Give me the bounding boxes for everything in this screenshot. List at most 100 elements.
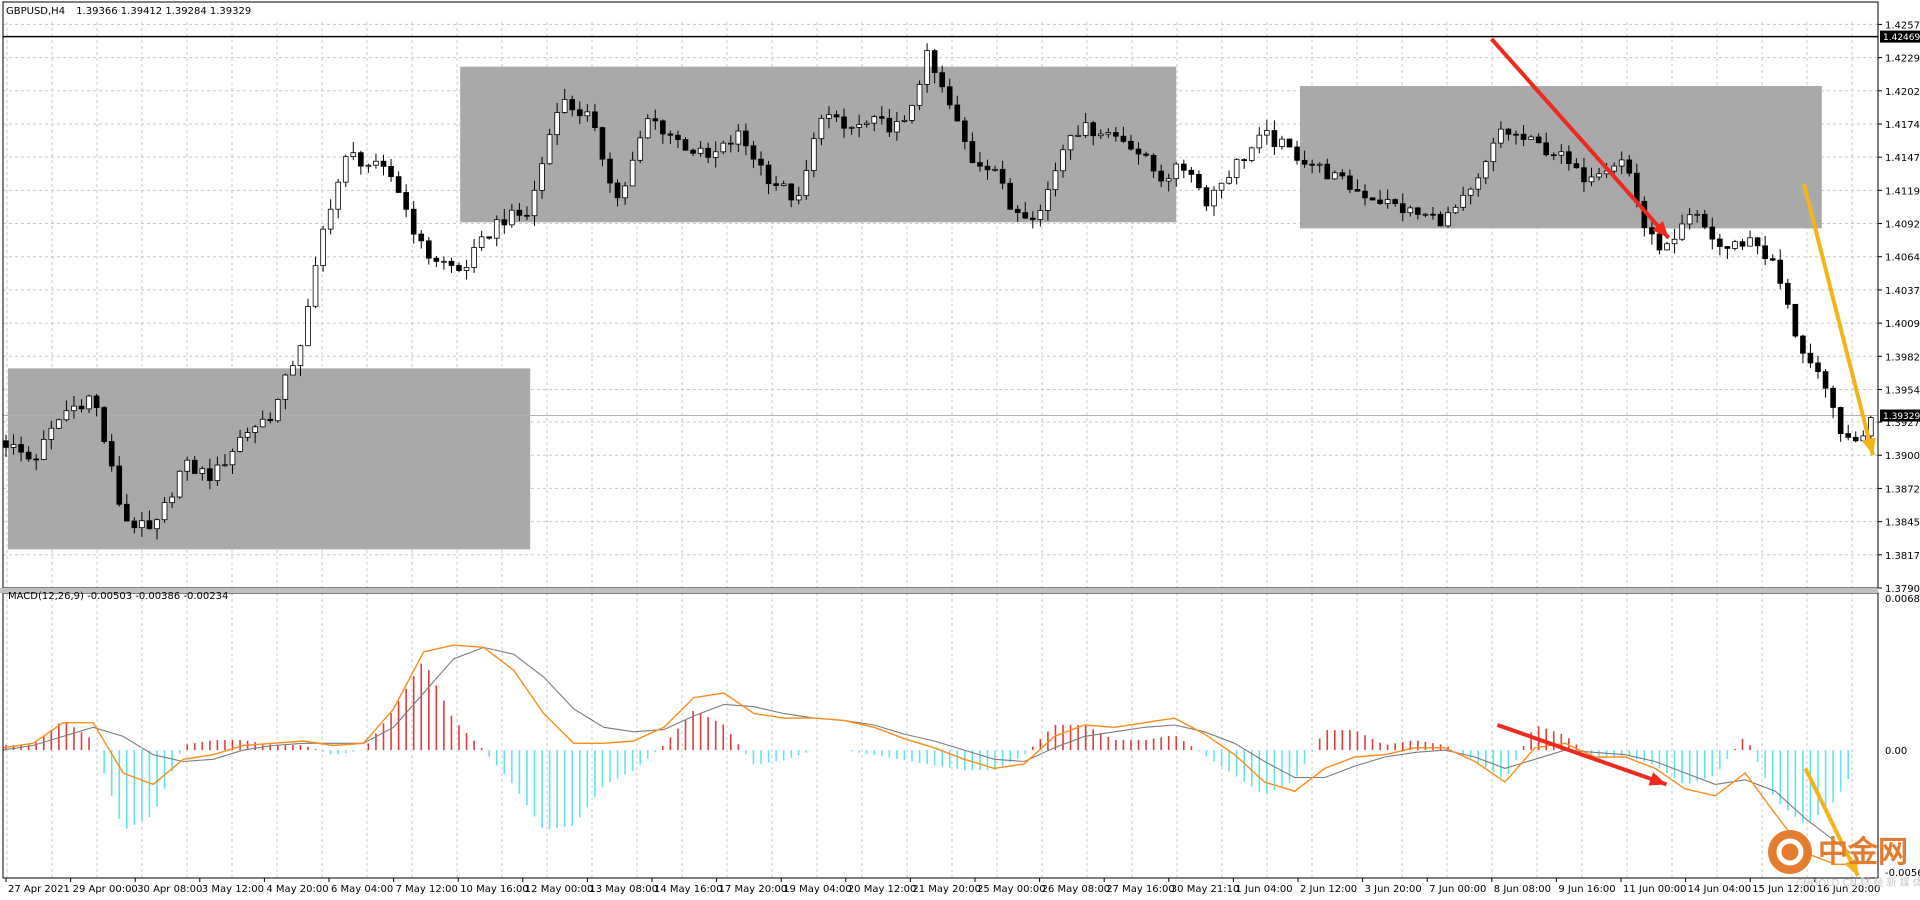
candle-body bbox=[1271, 130, 1278, 147]
candle-body bbox=[380, 160, 387, 167]
candle-body bbox=[1445, 212, 1451, 227]
candle-body bbox=[879, 116, 885, 119]
price-tick-label: 1.38725 bbox=[1885, 484, 1920, 495]
candle-body bbox=[1437, 213, 1444, 227]
price-tick-label: 1.39000 bbox=[1885, 451, 1920, 462]
candle-body bbox=[63, 410, 70, 421]
candle-body bbox=[441, 260, 447, 263]
candle-body bbox=[863, 122, 870, 125]
candle-body bbox=[894, 121, 900, 133]
time-tick-label: 17 May 20:00 bbox=[719, 884, 788, 895]
candle-body bbox=[637, 137, 643, 161]
candle-body bbox=[735, 130, 742, 145]
candle-body bbox=[267, 418, 274, 422]
candle-body bbox=[1837, 407, 1844, 435]
candle-body bbox=[1513, 133, 1519, 136]
time-tick-label: 25 May 00:00 bbox=[977, 884, 1046, 895]
time-tick-label: 14 Jun 04:00 bbox=[1688, 884, 1752, 895]
candle-body bbox=[237, 436, 243, 452]
macd-tick-label: 0.00 bbox=[1885, 746, 1907, 757]
time-tick-label: 27 Apr 2021 bbox=[8, 884, 70, 895]
consolidation-zone bbox=[460, 66, 1177, 223]
candle-body bbox=[1822, 371, 1829, 389]
candle-body bbox=[1860, 435, 1867, 442]
candle-body bbox=[1528, 136, 1534, 140]
candle-body bbox=[811, 138, 817, 171]
watermark-text: 中金网 bbox=[1818, 835, 1908, 870]
price-tick-label: 1.40920 bbox=[1885, 220, 1920, 231]
candle-body bbox=[788, 183, 794, 201]
candle-body bbox=[327, 208, 334, 230]
trend-arrows bbox=[1489, 37, 1876, 877]
candle-body bbox=[1467, 188, 1474, 196]
candle-body bbox=[720, 142, 727, 153]
candle-body bbox=[1014, 208, 1021, 214]
time-tick-label: 15 Jun 12:00 bbox=[1752, 884, 1816, 895]
price-tick-label: 1.42295 bbox=[1885, 54, 1920, 65]
candle-body bbox=[826, 114, 832, 119]
time-tick-label: 27 May 16:00 bbox=[1106, 884, 1175, 895]
candle-body bbox=[561, 99, 568, 113]
candle-body bbox=[1430, 213, 1436, 216]
candle-body bbox=[841, 116, 847, 129]
candle-body bbox=[433, 257, 440, 262]
candle-body bbox=[161, 502, 168, 521]
candle-body bbox=[1717, 238, 1723, 247]
candle-body bbox=[18, 444, 24, 453]
candle-body bbox=[1226, 177, 1232, 184]
price-arrow-head bbox=[1652, 220, 1669, 239]
candle-body bbox=[1362, 190, 1368, 199]
time-tick-label: 7 May 12:00 bbox=[396, 884, 458, 895]
candle-body bbox=[1097, 133, 1104, 137]
symbol-header: GBPUSD,H4 1.39366 1.39412 1.39284 1.3932… bbox=[6, 6, 251, 17]
candle-body bbox=[78, 405, 85, 410]
candle-body bbox=[1845, 433, 1852, 438]
candle-body bbox=[1377, 199, 1383, 204]
candle-body bbox=[803, 170, 810, 197]
candle-body bbox=[184, 459, 191, 472]
ohlc-label: 1.39366 1.39412 1.39284 1.39329 bbox=[76, 6, 251, 17]
candle-body bbox=[833, 114, 840, 118]
candle-body bbox=[1498, 128, 1504, 144]
candle-body bbox=[199, 468, 206, 474]
candle-body bbox=[1105, 132, 1112, 135]
candle-body bbox=[1460, 194, 1466, 208]
candle-body bbox=[697, 147, 704, 154]
candle-body bbox=[395, 176, 402, 193]
price-tick-label: 1.40645 bbox=[1885, 253, 1920, 264]
candle-body bbox=[124, 503, 130, 522]
time-tick-label: 3 May 12:00 bbox=[202, 884, 264, 895]
candle-body bbox=[1852, 436, 1859, 442]
candle-body bbox=[1158, 170, 1164, 182]
candle-body bbox=[977, 162, 983, 167]
time-tick-label: 26 May 08:00 bbox=[1042, 884, 1111, 895]
candle-body bbox=[274, 398, 281, 422]
candle-body bbox=[622, 185, 628, 199]
candle-body bbox=[312, 265, 319, 307]
candle-body bbox=[350, 152, 357, 158]
candle-body bbox=[222, 464, 228, 467]
candle-body bbox=[1113, 132, 1119, 137]
candle-body bbox=[1233, 159, 1240, 178]
candle-body bbox=[1611, 165, 1617, 172]
candle-body bbox=[3, 440, 9, 448]
price-tick-label: 1.39820 bbox=[1885, 352, 1920, 363]
watermark-subtext: CNGOLD.CN 财 经 新 媒 体 bbox=[1796, 876, 1920, 889]
candle-body bbox=[486, 236, 492, 239]
candle-body bbox=[931, 50, 938, 74]
macd-tick-label: 0.00688 bbox=[1885, 594, 1920, 605]
macd-header: MACD(12,26,9) -0.00503 -0.00386 -0.00234 bbox=[8, 591, 228, 602]
candle-body bbox=[1747, 237, 1753, 247]
candle-body bbox=[1535, 136, 1542, 144]
candle-body bbox=[448, 260, 455, 266]
candle-body bbox=[1671, 238, 1678, 245]
macd-panel-border bbox=[2, 592, 1879, 879]
candle-body bbox=[471, 247, 477, 268]
candle-body bbox=[342, 156, 349, 183]
candle-body bbox=[1082, 122, 1089, 136]
candle-body bbox=[962, 120, 968, 142]
candle-body bbox=[1165, 178, 1172, 182]
candle-body bbox=[1392, 199, 1399, 205]
price-arrow-shaft bbox=[1801, 183, 1875, 456]
candle-body bbox=[539, 163, 545, 191]
